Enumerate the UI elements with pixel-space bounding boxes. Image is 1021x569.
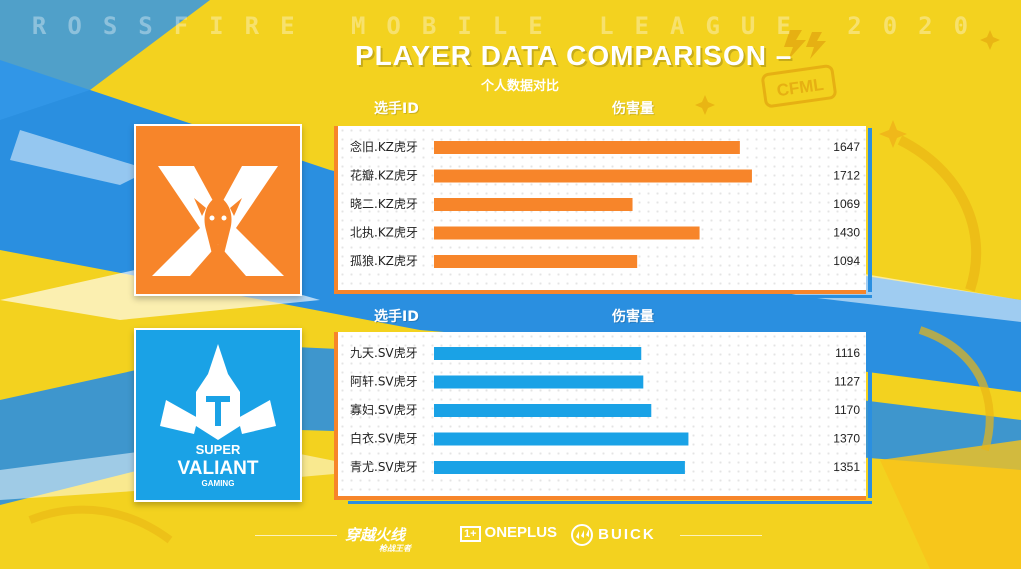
crossfire-logo-subtext: 枪战王者 [379,544,411,553]
team2-logo-line1: SUPER [196,442,241,457]
team1-damage-value-2: 1069 [833,197,860,211]
oneplus-logo: 1+ ONEPLUS [460,524,557,542]
team1-damage-bar-3 [434,226,700,240]
page-title: PLAYER DATA COMPARISON – [355,40,793,71]
team2-player-name-2: 寡妇.SV虎牙 [350,402,418,417]
team2-damage-bar-0 [434,347,642,360]
buick-shield-icon [571,524,593,546]
team2-chart-panel: 九天.SV虎牙 1116 阿轩.SV虎牙 1127 寡妇.SV虎牙 1170 白衣.SV虎牙… [334,332,872,504]
team1-damage-value-0: 1647 [833,140,860,154]
page-subtitle: 个人数据对比 [480,79,559,94]
team2-damage-value-2: 1170 [834,403,860,417]
team1-player-name-0: 念旧.KZ虎牙 [350,139,418,154]
team2-damage-bar-2 [434,404,652,417]
team1-damage-chart: 念旧.KZ虎牙 1647 花瓣.KZ虎牙 1712 晓二.KZ虎牙 1069 北执.KZ虎牙… [350,139,860,268]
team1-damage-bar-0 [434,141,740,154]
team2-logo-line2: VALIANT [178,458,259,479]
team2-damage-value-4: 1351 [833,460,860,474]
team2-damage-bar-1 [434,375,644,389]
oneplus-mark-icon: 1+ [460,526,481,542]
team2-damage-value-0: 1116 [835,346,860,360]
team1-damage-bar-1 [434,169,752,183]
team1-player-name-3: 北执.KZ虎牙 [350,226,418,240]
team1-damage-bar-2 [434,198,633,211]
team2-logo-line3: GAMING [202,479,235,488]
team1-chart-panel: 念旧.KZ虎牙 1647 花瓣.KZ虎牙 1712 晓二.KZ虎牙 1069 北执.KZ虎牙… [334,126,872,298]
team2-damage-chart: 九天.SV虎牙 1116 阿轩.SV虎牙 1127 寡妇.SV虎牙 1170 白衣.SV虎牙… [350,346,860,474]
buick-text: BUICK [598,525,656,543]
team2-damage-bar-4 [434,461,685,474]
player-id-header-team2: 选手ID [374,309,419,325]
kz-dragon-x-logo-icon [136,126,300,294]
sponsor-divider-left [255,535,337,536]
team2-player-name-3: 白衣.SV虎牙 [350,431,418,446]
team2-logo: SUPER VALIANT GAMING [134,328,302,502]
team2-damage-bar-3 [434,432,689,446]
team1-player-name-1: 花瓣.KZ虎牙 [350,168,418,183]
cfml-badge: CFML [761,64,837,108]
player-id-header-team1: 选手ID [374,101,419,117]
team1-damage-bar-4 [434,255,638,268]
team2-damage-value-1: 1127 [834,375,860,389]
oneplus-text: ONEPLUS [484,524,558,541]
cfml-badge-text: CFML [776,75,825,100]
team2-player-name-4: 青尤.SV虎牙 [350,460,418,474]
team2-player-name-1: 阿轩.SV虎牙 [350,375,418,389]
team1-damage-value-4: 1094 [833,254,860,268]
crossfire-game-logo: 穿越火线 枪战王者 [345,524,411,554]
team1-damage-value-3: 1430 [833,226,860,240]
team1-player-name-4: 孤狼.KZ虎牙 [350,253,418,268]
knight-helmet-logo-icon: SUPER VALIANT GAMING [136,330,300,500]
team2-player-name-0: 九天.SV虎牙 [350,346,418,360]
league-banner: ROSSFIRE MOBILE LEAGUE 2020 [31,12,990,40]
team1-logo [134,124,302,296]
team2-damage-value-3: 1370 [833,432,860,446]
crossfire-logo-text: 穿越火线 [345,527,406,544]
sponsor-bar: 穿越火线 枪战王者 1+ ONEPLUS BUICK [0,520,1021,553]
team1-player-name-2: 晓二.KZ虎牙 [350,197,418,211]
damage-header-team2: 伤害量 [612,309,654,325]
team1-damage-value-1: 1712 [833,169,860,183]
sponsor-divider-right [680,535,762,536]
damage-header-team1: 伤害量 [612,101,654,117]
buick-logo: BUICK [570,524,656,546]
